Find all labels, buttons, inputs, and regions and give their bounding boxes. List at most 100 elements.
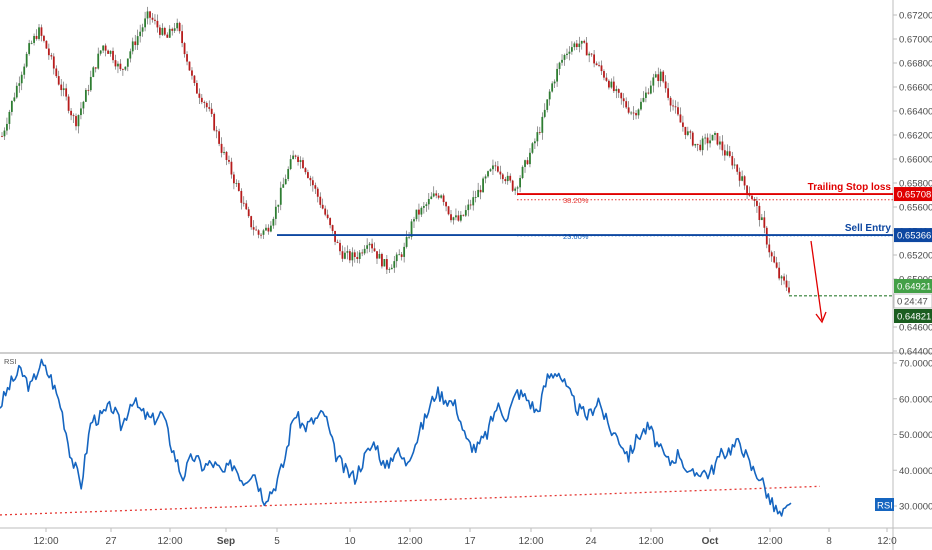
candle-body — [558, 62, 561, 69]
candle-body — [600, 65, 603, 72]
candle-body — [218, 131, 221, 144]
candle-body — [23, 66, 26, 75]
target-projection — [789, 240, 893, 324]
annotation-label: Trailing Stop loss — [808, 182, 892, 193]
price-tick-label: 0.65600 — [899, 203, 932, 214]
candle-body — [20, 74, 23, 84]
candle-body — [553, 81, 556, 84]
candle-body — [47, 48, 50, 56]
candle-body — [659, 71, 662, 82]
price-tick-label: 0.64400 — [899, 347, 932, 358]
candle-body — [536, 132, 539, 142]
candle-body — [205, 102, 208, 108]
candle-body — [70, 110, 72, 116]
candle-body — [726, 151, 729, 156]
candle-body — [758, 205, 761, 221]
candle-body — [183, 43, 186, 55]
candle-body — [237, 183, 240, 191]
candle-body — [455, 215, 457, 218]
candle-body — [378, 253, 381, 259]
candle-body — [511, 180, 514, 191]
candle-body — [452, 217, 455, 221]
candle-body — [129, 51, 132, 59]
time-tick-label: Sep — [217, 536, 235, 547]
candle-body — [612, 81, 615, 92]
candle-body — [163, 27, 166, 35]
candle-body — [746, 185, 748, 194]
price-tag-box — [894, 279, 932, 293]
candle-body — [672, 105, 674, 107]
candle-body — [709, 140, 711, 144]
candle-body — [270, 225, 272, 232]
price-candles — [1, 6, 790, 295]
candle-body — [210, 108, 213, 114]
candle-body — [381, 253, 383, 267]
candle-body — [627, 107, 630, 113]
candle-body — [398, 254, 401, 256]
candle-body — [178, 22, 181, 32]
candle-body — [684, 126, 687, 135]
price-tick-label: 0.66400 — [899, 107, 932, 118]
time-tick-label: 12:0 — [877, 536, 897, 547]
candle-body — [630, 112, 633, 114]
candle-body — [741, 176, 744, 181]
candle-body — [598, 65, 600, 66]
candle-body — [714, 133, 716, 135]
time-tick-label: 27 — [105, 536, 117, 547]
candle-body — [701, 138, 704, 151]
candle-body — [334, 230, 336, 242]
candle-body — [413, 219, 415, 222]
candle-body — [193, 75, 196, 84]
candle-body — [186, 54, 188, 62]
candle-body — [8, 111, 11, 124]
candle-body — [529, 152, 531, 165]
candle-body — [198, 93, 201, 98]
candle-body — [43, 35, 45, 41]
candle-body — [496, 166, 499, 172]
candle-body — [704, 137, 707, 139]
candle-body — [62, 88, 65, 91]
time-tick-label: 12:00 — [518, 536, 543, 547]
candle-body — [121, 69, 124, 70]
candle-body — [149, 11, 151, 18]
time-tick-label: 12:00 — [757, 536, 782, 547]
candle-body — [524, 160, 526, 167]
candle-body — [662, 71, 665, 82]
candle-body — [114, 60, 117, 67]
candle-body — [494, 165, 497, 167]
candle-body — [376, 251, 378, 259]
candle-body — [706, 137, 709, 144]
candle-body — [509, 175, 512, 181]
candle-body — [751, 195, 753, 199]
candle-body — [385, 259, 388, 270]
candle-body — [756, 200, 758, 206]
candle-body — [788, 287, 790, 293]
candle-body — [223, 151, 225, 153]
candle-body — [632, 112, 635, 114]
candle-body — [302, 160, 304, 169]
candle-body — [484, 176, 487, 179]
candle-body — [568, 51, 571, 54]
candle-body — [265, 227, 267, 231]
candle-body — [215, 130, 218, 132]
rsi-tick-label: 70.0000 — [899, 359, 932, 370]
candle-body — [319, 196, 322, 205]
candle-body — [104, 45, 107, 51]
candle-body — [102, 45, 105, 51]
candle-body — [45, 40, 48, 49]
candle-body — [445, 202, 447, 207]
candle-body — [420, 207, 423, 215]
annotation-price-label: 0.65708 — [897, 190, 931, 201]
candle-body — [620, 92, 623, 99]
candle-body — [608, 80, 610, 88]
candle-body — [77, 115, 80, 127]
candle-body — [615, 89, 618, 92]
candle-body — [297, 156, 299, 163]
candle-body — [292, 155, 295, 160]
candle-body — [556, 68, 558, 82]
candle-body — [353, 252, 356, 258]
candle-body — [191, 70, 193, 76]
candle-body — [82, 101, 85, 109]
projection-arrow-head — [815, 311, 827, 324]
